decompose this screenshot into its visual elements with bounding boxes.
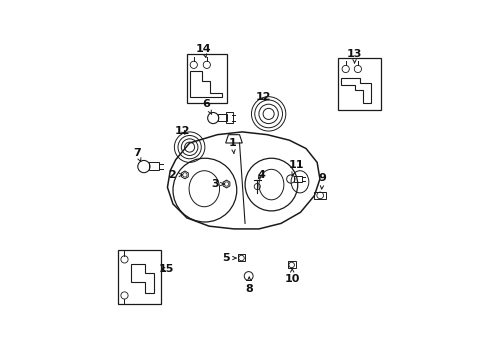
Text: 10: 10 [284, 268, 299, 284]
Text: 8: 8 [245, 277, 253, 293]
Text: 2: 2 [167, 170, 182, 180]
Bar [237, 254, 245, 261]
Text: 7: 7 [133, 148, 141, 161]
Text: 1: 1 [228, 138, 236, 154]
Text: 5: 5 [222, 253, 236, 263]
Text: 9: 9 [318, 173, 326, 189]
Bar [117, 250, 160, 304]
Bar [314, 192, 325, 199]
Text: 6: 6 [202, 99, 211, 114]
Text: 12: 12 [175, 126, 190, 135]
Bar [148, 162, 159, 170]
Text: 3: 3 [211, 179, 224, 189]
Text: 13: 13 [346, 49, 362, 63]
Bar [226, 112, 232, 123]
Text: 14: 14 [195, 44, 211, 57]
Text: 15: 15 [158, 264, 173, 274]
Bar [337, 58, 380, 110]
Text: 12: 12 [255, 92, 271, 102]
Text: 4: 4 [257, 170, 264, 180]
Bar [293, 176, 302, 182]
Bar [217, 114, 227, 121]
Text: 11: 11 [288, 160, 304, 176]
Bar [287, 261, 295, 268]
Bar [186, 54, 226, 103]
